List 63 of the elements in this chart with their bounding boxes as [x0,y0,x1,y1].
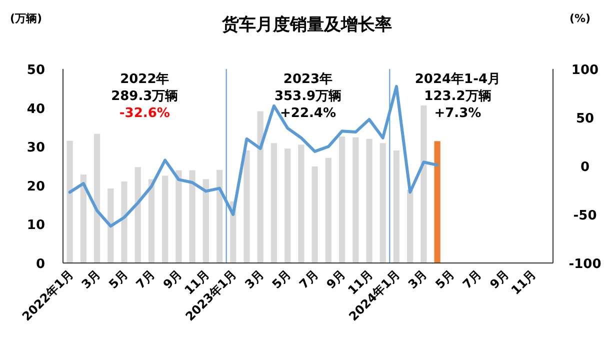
bar [176,170,182,263]
annotation: +7.3% [434,106,482,121]
x-tick-label: 9月 [324,267,348,292]
y2-tick-label: 0 [580,160,590,175]
bar [80,174,86,263]
bar [434,141,440,263]
y-tick-label: 20 [26,179,45,194]
bar [284,148,291,263]
bar [380,143,386,263]
bar [338,136,346,263]
bar [312,166,318,263]
y-tick-label: 30 [26,140,45,156]
x-tick-label: 3月 [78,267,104,292]
x-tick-label: 7月 [133,267,158,292]
annotation: +22.4% [280,106,336,121]
bar [121,182,128,263]
y-tick-label: 10 [26,218,45,234]
x-tick-label: 5月 [106,267,130,292]
y2-tick-label: -100 [568,257,602,272]
y-tick-label: 40 [26,102,45,117]
x-tick-label: 3月 [406,267,430,292]
y2-tick-label: 50 [576,112,594,126]
annotation: 2024年1-4月 [414,72,501,87]
annotation: 2023年 [283,72,333,87]
bar [325,158,332,263]
bar [94,134,100,263]
y2-axis-title: (%) [569,12,591,25]
x-tick-label: 5月 [269,267,294,292]
bar [270,143,278,263]
y-tick-label: 50 [26,63,45,78]
annotation: -32.6% [119,106,170,121]
bar [420,105,427,263]
chart-title: 货车月度销量及增长率 [221,15,392,35]
x-tick-label: 5月 [432,267,458,292]
bar [108,188,114,263]
x-tick-label: 9月 [160,267,185,292]
bar [352,137,359,263]
y-tick-label: 0 [36,257,45,272]
annotation: 123.2万辆 [424,89,492,104]
annotation: 289.3万辆 [111,89,178,104]
bar [202,179,209,263]
x-tick-label: 7月 [296,267,321,292]
bar [134,167,141,263]
x-tick-label: 9月 [487,267,512,292]
annotation: 2022年 [120,72,170,87]
x-tick-label: 3月 [242,267,266,292]
y2-tick-label: -50 [573,208,597,224]
bar [298,144,304,263]
bar [366,138,372,263]
bar [66,140,73,263]
bar [148,179,155,263]
bar [244,150,250,263]
x-tick-label: 7月 [460,267,484,292]
y2-tick-label: 100 [571,63,599,78]
bar [393,150,400,263]
x-tick-label: 11月 [508,267,539,298]
bar [216,170,223,263]
bar [189,170,196,263]
y-axis-title: (万辆) [10,12,42,25]
bar [162,176,168,263]
bar [257,111,264,263]
bar [407,190,414,263]
annotation: 353.9万辆 [274,89,342,104]
